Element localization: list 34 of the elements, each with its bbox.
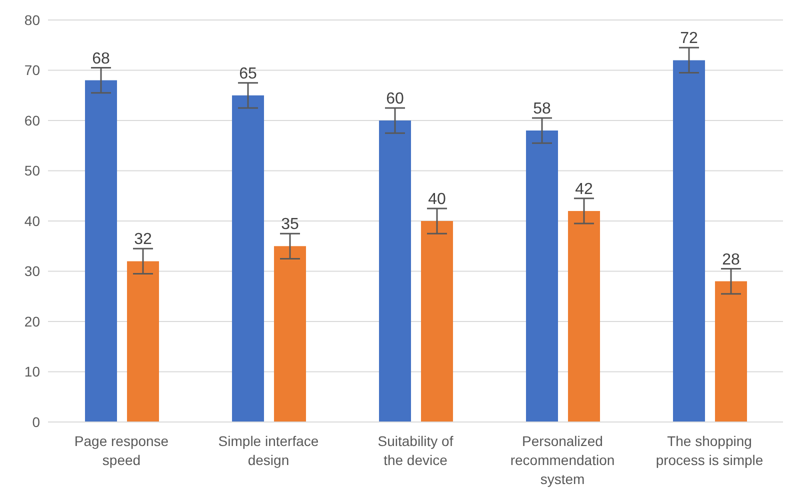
x-tick-label: Suitability of the device (378, 433, 454, 468)
data-label: 58 (533, 100, 551, 118)
x-tick-label: Page response speed (74, 433, 169, 468)
y-tick-label: 10 (24, 364, 40, 380)
y-tick-label: 60 (24, 112, 40, 128)
data-label: 40 (428, 191, 446, 208)
bar (715, 281, 747, 422)
y-tick-label: 70 (24, 62, 40, 78)
data-label: 35 (281, 216, 299, 234)
bar (421, 221, 453, 422)
bar (127, 261, 159, 422)
y-tick-label: 30 (24, 263, 40, 280)
data-label: 28 (722, 251, 740, 268)
x-tick-label: Personalized recommendation system (510, 433, 615, 487)
data-label: 65 (239, 65, 257, 82)
bar (568, 210, 600, 422)
data-label: 42 (575, 180, 593, 198)
data-label: 60 (386, 90, 404, 108)
y-tick-label: 20 (24, 313, 40, 330)
y-tick-label: 80 (24, 12, 40, 28)
bar (673, 60, 705, 422)
bar (85, 80, 117, 422)
bar (526, 130, 558, 422)
x-tick-label: Simple interface design (218, 433, 319, 468)
bar (274, 246, 306, 422)
data-label: 32 (134, 231, 152, 248)
y-tick-label: 50 (24, 162, 40, 179)
x-tick-label: The shopping process is simple (656, 433, 764, 468)
bar (232, 95, 264, 422)
data-label: 72 (680, 30, 698, 48)
y-tick-label: 40 (24, 212, 40, 229)
data-label: 68 (92, 50, 110, 68)
bar (379, 120, 411, 422)
y-tick-label: 0 (32, 414, 40, 430)
